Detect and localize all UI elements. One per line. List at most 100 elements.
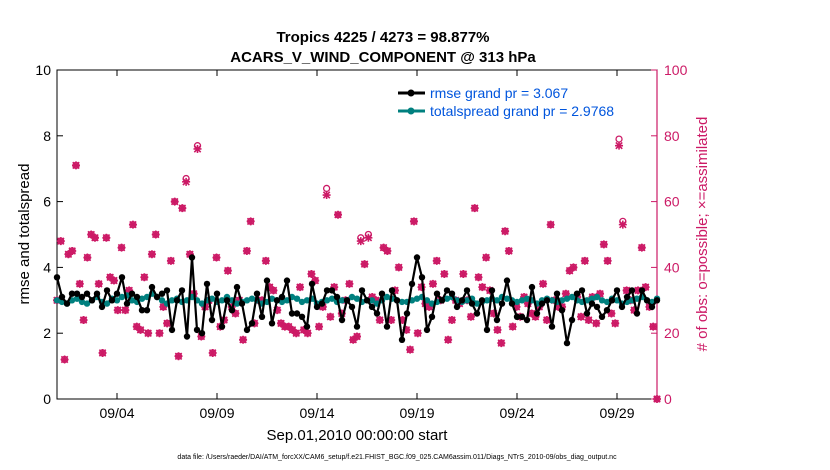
obs-assimilated-point (170, 197, 179, 206)
rmse-point (653, 297, 661, 304)
totalspread-point (633, 295, 641, 302)
rmse-point (243, 326, 251, 334)
totalspread-point (218, 297, 226, 304)
rmse-point (53, 274, 61, 281)
obs-assimilated-point (208, 348, 217, 357)
obs-assimilated-point (482, 253, 491, 262)
obs-assimilated-point (136, 325, 145, 334)
obs-assimilated-point (311, 276, 320, 285)
obs-assimilated-point (132, 322, 141, 331)
rmse-point (408, 280, 416, 288)
obs-assimilated-point (413, 329, 422, 338)
obs-assimilated-point (497, 339, 506, 348)
obs-assimilated-point (246, 217, 255, 226)
rmse-point (418, 274, 426, 281)
obs-assimilated-point (508, 322, 517, 331)
totalspread-point (353, 295, 361, 302)
rmse-point (98, 303, 106, 311)
legend-totalspread-label: totalspread grand pr = 2.9768 (430, 103, 614, 119)
obs-assimilated-point (387, 316, 396, 325)
obs-assimilated-point (596, 289, 605, 298)
rmse-point (338, 316, 346, 324)
obs-assimilated-point (440, 269, 449, 278)
obs-assimilated-point (277, 319, 286, 328)
rmse-point (563, 339, 571, 347)
totalspread-point (243, 297, 251, 304)
obs-assimilated-point (466, 312, 475, 321)
rmse-point (78, 293, 86, 301)
obs-assimilated-point (106, 273, 115, 282)
y-tick-left-label: 4 (43, 259, 51, 275)
rmse-point (568, 316, 576, 324)
rmse-point (413, 254, 421, 261)
totalspread-point (588, 295, 596, 302)
totalspread-point (383, 293, 391, 301)
obs-assimilated-point (94, 279, 103, 288)
totalspread-point (83, 300, 91, 307)
rmse-point (508, 300, 516, 307)
rmse-point (648, 303, 656, 311)
totalspread-point (283, 297, 291, 304)
totalspread-point (603, 298, 611, 306)
obs-assimilated-point (459, 269, 468, 278)
obs-assimilated-point (166, 256, 175, 265)
obs-assimilated-point (292, 329, 301, 338)
obs-assimilated-point (531, 312, 540, 321)
rmse-point (538, 300, 546, 307)
rmse-point (118, 274, 126, 281)
totalspread-point (348, 293, 356, 301)
obs-assimilated-point (140, 273, 149, 282)
obs-assimilated-point (337, 309, 346, 318)
totalspread-point (493, 297, 501, 304)
obs-assimilated-point (83, 253, 92, 262)
rmse-point (493, 316, 501, 324)
obs-assimilated-point (163, 319, 172, 328)
obs-assimilated-point (539, 279, 548, 288)
rmse-point (543, 297, 551, 304)
y-tick-left-label: 2 (43, 325, 51, 341)
rmse-point (463, 287, 471, 294)
rmse-point (468, 300, 476, 307)
obs-assimilated-point (349, 335, 358, 344)
rmse-point (123, 300, 131, 307)
y-axis-right-label: # of obs: o=possible; ×=assimilated (694, 117, 711, 352)
totalspread-point (168, 297, 176, 304)
obs-assimilated-point (478, 283, 487, 292)
totalspread-point (483, 297, 491, 304)
x-axis-label: Sep.01,2010 00:00:00 start (267, 427, 449, 444)
obs-assimilated-point (577, 312, 586, 321)
obs-assimilated-point (565, 266, 574, 275)
obs-assimilated-point (394, 263, 403, 272)
totalspread-point (328, 295, 336, 302)
obs-assimilated-point (265, 283, 274, 292)
legend-totalspread-marker (407, 107, 415, 115)
rmse-point (73, 290, 81, 297)
totalspread-point (338, 297, 346, 304)
obs-assimilated-point (56, 237, 65, 246)
rmse-point (213, 290, 221, 297)
x-tick-label: 09/24 (499, 405, 534, 421)
rmse-point (58, 293, 66, 301)
rmse-point (403, 310, 411, 317)
totalspread-point (278, 298, 286, 306)
obs-assimilated-point (504, 246, 513, 255)
rmse-point (288, 310, 296, 317)
obs-assimilated-point (356, 237, 365, 246)
obs-assimilated-point (501, 227, 510, 236)
rmse-point (108, 297, 116, 304)
obs-assimilated-point (618, 220, 627, 229)
rmse-point (218, 323, 226, 330)
rmse-point (483, 326, 491, 334)
obs-assimilated-point (269, 286, 278, 295)
rmse-point (588, 300, 596, 307)
obs-assimilated-point (561, 289, 570, 298)
legend-rmse-marker (407, 89, 415, 97)
totalspread-point (103, 300, 111, 307)
obs-assimilated-point (299, 325, 308, 334)
totalspread-point (248, 295, 256, 302)
obs-assimilated-point (546, 220, 555, 229)
obs-assimilated-point (182, 177, 191, 186)
rmse-point (248, 320, 256, 327)
totalspread-point (293, 295, 301, 302)
obs-assimilated-point (592, 319, 601, 328)
